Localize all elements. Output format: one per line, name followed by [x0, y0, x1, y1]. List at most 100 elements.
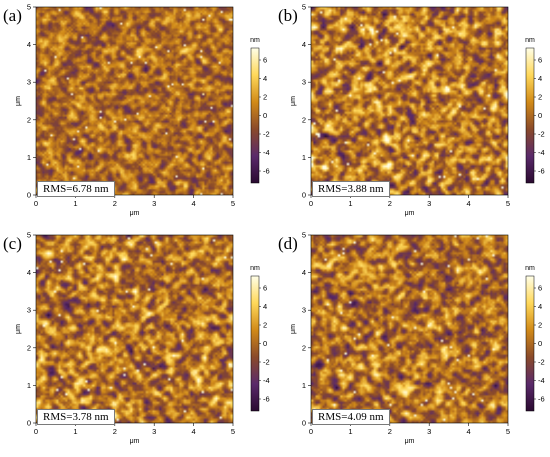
- x-tick-label: 3: [152, 199, 156, 208]
- y-tick-label: 2: [27, 115, 31, 124]
- colorbar-tick-label: 0: [538, 339, 542, 348]
- colorbar: [250, 47, 260, 184]
- y-tick-label: 5: [302, 231, 306, 240]
- y-axis-label: μm: [15, 96, 22, 106]
- colorbar-tick-label: 6: [263, 284, 267, 293]
- x-axis-label: μm: [405, 438, 415, 445]
- x-tick-label: 2: [388, 199, 392, 208]
- afm-panel-b: (b) 0 1 2 3 4 5 μm 0 1 2 3 4 5 μm nm 6 4 2 0 -2 -4 -6 RMS=3.8…: [275, 0, 550, 228]
- afm-panel-d: (d) 0 1 2 3 4 5 μm 0 1 2 3 4 5 μm nm 6 4 2 0 -2 -4 -6 RMS=4.0…: [275, 228, 550, 456]
- x-tick-label: 1: [348, 427, 352, 436]
- colorbar-tick-label: 4: [538, 302, 542, 311]
- x-tick-label: 2: [113, 427, 117, 436]
- colorbar: [525, 275, 535, 412]
- x-tick-label: 4: [467, 199, 471, 208]
- x-tick-label: 5: [231, 427, 235, 436]
- image-frame: [310, 6, 509, 196]
- y-tick-label: 0: [302, 419, 306, 428]
- colorbar-tick-label: 0: [538, 111, 542, 120]
- afm-figure: 0 1 2 3 4 5 μm 0 1 2 3 4 5 μm nm 6 4 2 0 -2 -4 -6: [15, 231, 270, 446]
- x-tick-label: 0: [309, 199, 313, 208]
- colorbar-tick-label: -6: [263, 395, 270, 404]
- y-tick-label: 2: [27, 343, 31, 352]
- colorbar-tick-label: -6: [263, 167, 270, 176]
- afm-figure: 0 1 2 3 4 5 μm 0 1 2 3 4 5 μm nm 6 4 2 0 -2 -4 -6: [15, 3, 270, 218]
- image-frame: [35, 234, 234, 424]
- y-tick-label: 1: [302, 153, 306, 162]
- x-tick-label: 0: [34, 427, 38, 436]
- colorbar-tick-label: -4: [263, 376, 270, 385]
- x-tick-label: 1: [348, 199, 352, 208]
- y-tick-label: 2: [302, 115, 306, 124]
- image-frame: [35, 6, 234, 196]
- y-tick-label: 0: [27, 191, 31, 200]
- rms-label: RMS=3.78 nm: [37, 409, 115, 425]
- colorbar-tick-label: -6: [538, 167, 545, 176]
- y-tick-label: 3: [302, 306, 306, 315]
- y-tick-label: 1: [27, 153, 31, 162]
- colorbar: [525, 47, 535, 184]
- y-tick-label: 4: [27, 268, 31, 277]
- y-tick-label: 1: [27, 381, 31, 390]
- x-tick-label: 5: [506, 427, 510, 436]
- colorbar-tick-label: -4: [263, 148, 270, 157]
- x-tick-label: 2: [388, 427, 392, 436]
- x-tick-label: 0: [34, 199, 38, 208]
- panel-label: (a): [3, 6, 22, 25]
- y-tick-label: 5: [27, 231, 31, 240]
- afm-panel-c: (c) 0 1 2 3 4 5 μm 0 1 2 3 4 5 μm nm 6 4 2 0 -2 -4 -6 RMS=3.7…: [0, 228, 275, 456]
- colorbar-tick-label: -2: [538, 130, 545, 139]
- colorbar-tick-label: -2: [263, 130, 270, 139]
- y-tick-label: 1: [302, 381, 306, 390]
- y-tick-label: 5: [27, 3, 31, 12]
- afm-panel-a: (a) 0 1 2 3 4 5 μm 0 1 2 3 4 5 μm nm 6 4 2 0 -2 -4 -6 RMS=6.7…: [0, 0, 275, 228]
- x-axis-label: μm: [130, 438, 140, 445]
- x-tick-label: 1: [73, 199, 77, 208]
- colorbar-tick-label: -4: [538, 376, 545, 385]
- rms-label: RMS=4.09 nm: [312, 409, 390, 425]
- panel-label: (b): [278, 6, 298, 25]
- colorbar-tick-label: 2: [263, 93, 267, 102]
- x-axis-label: μm: [405, 210, 415, 217]
- colorbar-tick-label: 2: [263, 321, 267, 330]
- colorbar-tick-label: 0: [263, 339, 267, 348]
- colorbar-unit: nm: [525, 265, 535, 272]
- colorbar-tick-label: 6: [538, 284, 542, 293]
- y-tick-label: 0: [27, 419, 31, 428]
- afm-height-map: [311, 7, 508, 195]
- colorbar-unit: nm: [525, 37, 535, 44]
- afm-height-map: [311, 235, 508, 423]
- x-axis-label: μm: [130, 210, 140, 217]
- y-axis-label: μm: [15, 324, 22, 334]
- y-tick-label: 3: [302, 78, 306, 87]
- y-tick-label: 3: [27, 306, 31, 315]
- afm-figure: 0 1 2 3 4 5 μm 0 1 2 3 4 5 μm nm 6 4 2 0 -2 -4 -6: [290, 3, 545, 218]
- x-tick-label: 3: [427, 199, 431, 208]
- rms-label: RMS=3.88 nm: [312, 181, 390, 197]
- x-tick-label: 4: [192, 199, 196, 208]
- colorbar-tick-label: -2: [263, 358, 270, 367]
- colorbar-tick-label: 2: [538, 321, 542, 330]
- y-tick-label: 4: [302, 40, 306, 49]
- y-axis-label: μm: [290, 324, 297, 334]
- colorbar-tick-label: 6: [263, 56, 267, 65]
- y-tick-label: 4: [27, 40, 31, 49]
- panel-label: (d): [278, 234, 298, 253]
- colorbar-tick-label: -4: [538, 148, 545, 157]
- colorbar-tick-label: 4: [263, 302, 267, 311]
- colorbar-tick-label: -6: [538, 395, 545, 404]
- colorbar-tick-label: 6: [538, 56, 542, 65]
- y-tick-label: 0: [302, 191, 306, 200]
- x-tick-label: 0: [309, 427, 313, 436]
- afm-figure: 0 1 2 3 4 5 μm 0 1 2 3 4 5 μm nm 6 4 2 0 -2 -4 -6: [290, 231, 545, 446]
- rms-label: RMS=6.78 nm: [37, 181, 115, 197]
- y-tick-label: 5: [302, 3, 306, 12]
- x-tick-label: 2: [113, 199, 117, 208]
- colorbar-tick-label: 4: [263, 74, 267, 83]
- x-tick-label: 4: [192, 427, 196, 436]
- colorbar: [250, 275, 260, 412]
- colorbar-unit: nm: [250, 265, 260, 272]
- x-tick-label: 5: [231, 199, 235, 208]
- x-tick-label: 1: [73, 427, 77, 436]
- x-tick-label: 4: [467, 427, 471, 436]
